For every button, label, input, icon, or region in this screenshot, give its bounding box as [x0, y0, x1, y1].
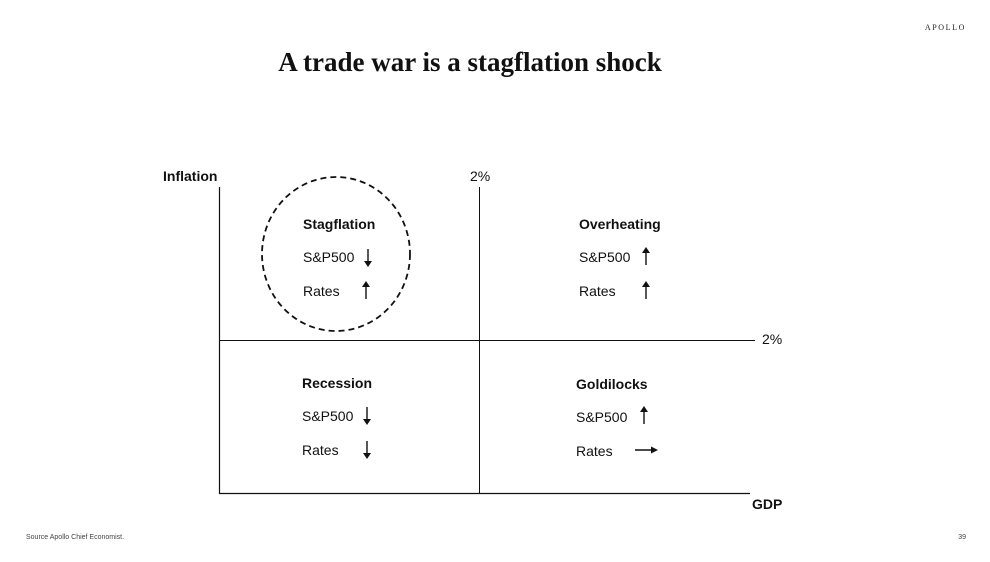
arrow-down-icon — [364, 249, 372, 267]
page-number: 39 — [958, 534, 966, 541]
recession-sp500-label: S&P500 — [302, 408, 354, 424]
goldilocks-title: Goldilocks — [576, 376, 648, 392]
x-threshold-label: 2% — [762, 331, 783, 347]
arrow-up-icon — [642, 247, 650, 265]
recession-rates-label: Rates — [302, 442, 339, 458]
y-axis-label: Inflation — [163, 168, 218, 184]
recession-title: Recession — [302, 375, 373, 391]
arrow-right-icon — [635, 446, 658, 454]
overheating-title: Overheating — [579, 216, 661, 232]
source-note: Source Apollo Chief Economist. — [26, 534, 125, 541]
overheating-sp500-label: S&P500 — [579, 249, 631, 265]
y-threshold-label: 2% — [470, 168, 491, 184]
arrow-up-icon — [642, 281, 650, 299]
overheating-rates-label: Rates — [579, 283, 616, 299]
stagflation-sp500-label: S&P500 — [303, 249, 355, 265]
brand-logo: APOLLO — [924, 23, 966, 32]
goldilocks-rates-label: Rates — [576, 443, 613, 459]
goldilocks-sp500-label: S&P500 — [576, 409, 628, 425]
stagflation-highlight-circle — [261, 176, 411, 332]
slide-title: A trade war is a stagflation shock — [278, 47, 662, 77]
x-axis-label: GDP — [752, 496, 783, 512]
stagflation-rates-label: Rates — [303, 283, 340, 299]
arrow-down-icon — [363, 441, 371, 459]
stagflation-title: Stagflation — [303, 216, 376, 232]
arrow-up-icon — [640, 406, 648, 424]
arrow-up-icon — [362, 281, 370, 299]
arrow-down-icon — [363, 407, 371, 425]
